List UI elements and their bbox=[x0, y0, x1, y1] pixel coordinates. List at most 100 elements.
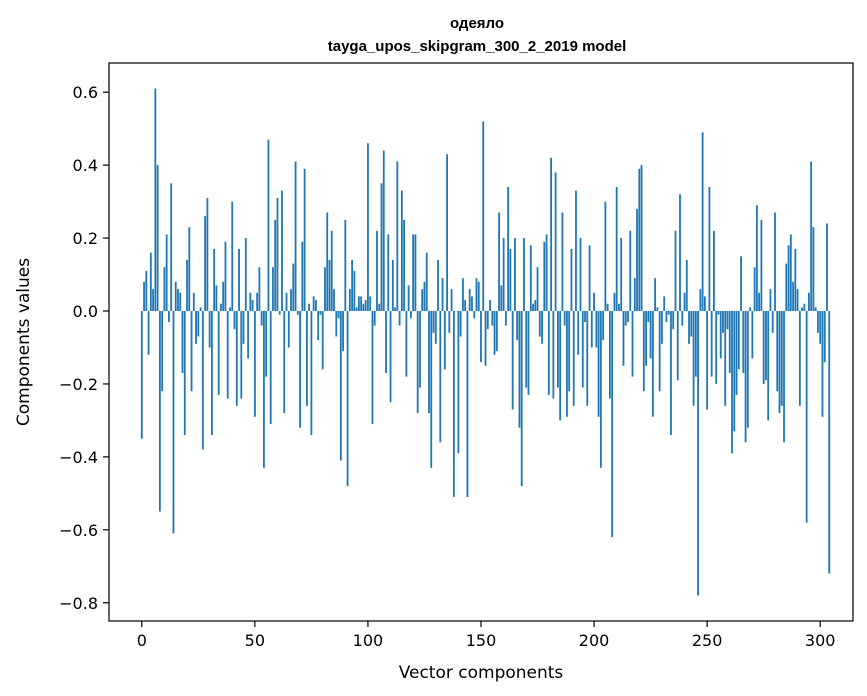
bar bbox=[272, 267, 274, 311]
bar bbox=[706, 311, 709, 410]
bar bbox=[627, 311, 629, 322]
bar bbox=[371, 311, 374, 425]
bar bbox=[588, 245, 591, 311]
bar bbox=[665, 311, 668, 322]
y-tick-label: 0.6 bbox=[73, 83, 98, 102]
bar bbox=[633, 278, 636, 311]
bar bbox=[342, 311, 344, 352]
bar bbox=[674, 230, 677, 311]
bar bbox=[400, 190, 403, 311]
bar bbox=[260, 311, 263, 326]
bar bbox=[394, 307, 396, 311]
bar bbox=[276, 197, 279, 311]
bar bbox=[667, 311, 670, 315]
bar bbox=[719, 311, 722, 359]
bar bbox=[188, 227, 191, 311]
bar bbox=[651, 311, 654, 417]
bar bbox=[502, 238, 505, 311]
bar bbox=[274, 219, 277, 311]
chart-subtitle: tayga_upos_skipgram_300_2_2019 model bbox=[328, 38, 627, 55]
bar bbox=[581, 311, 584, 388]
bar bbox=[242, 311, 245, 344]
bar bbox=[792, 281, 794, 311]
bar bbox=[210, 311, 213, 435]
bar bbox=[197, 311, 200, 337]
bar bbox=[425, 252, 428, 311]
bar bbox=[516, 311, 519, 341]
bar bbox=[165, 234, 168, 311]
bar bbox=[326, 212, 329, 311]
bar bbox=[385, 311, 387, 373]
bar bbox=[538, 311, 541, 337]
bar bbox=[649, 311, 652, 359]
bar bbox=[819, 311, 822, 344]
bar bbox=[471, 296, 473, 311]
bar bbox=[556, 311, 559, 388]
bar bbox=[396, 161, 399, 311]
bar bbox=[486, 311, 489, 330]
bar bbox=[563, 311, 566, 326]
bar bbox=[640, 165, 643, 311]
bar bbox=[147, 311, 150, 355]
bar bbox=[235, 311, 238, 406]
bar bbox=[265, 311, 268, 377]
bar bbox=[672, 311, 675, 330]
bar bbox=[240, 311, 243, 399]
bar bbox=[568, 311, 571, 392]
bar bbox=[452, 311, 455, 497]
bar bbox=[495, 311, 498, 352]
bar bbox=[584, 311, 586, 322]
bar bbox=[258, 267, 261, 311]
bar bbox=[794, 249, 797, 311]
bar bbox=[828, 311, 831, 574]
bar bbox=[177, 289, 179, 311]
bar bbox=[803, 303, 806, 311]
bar bbox=[353, 270, 356, 311]
x-tick-label: 0 bbox=[137, 631, 147, 650]
bar bbox=[407, 285, 410, 311]
bar bbox=[287, 311, 290, 348]
bar bbox=[459, 311, 462, 337]
bar bbox=[154, 88, 157, 311]
bar bbox=[771, 311, 774, 333]
bar bbox=[624, 311, 627, 326]
bar bbox=[755, 205, 758, 311]
y-axis-label: Components values bbox=[14, 258, 34, 426]
bar bbox=[676, 311, 679, 381]
bar bbox=[523, 238, 525, 311]
bar bbox=[360, 296, 363, 311]
bar bbox=[398, 311, 401, 326]
bar bbox=[498, 212, 500, 311]
bar bbox=[437, 259, 439, 311]
bar bbox=[602, 311, 605, 341]
bar bbox=[620, 238, 623, 311]
bar bbox=[480, 311, 482, 363]
bar bbox=[339, 311, 342, 461]
bar bbox=[206, 197, 209, 311]
bar bbox=[172, 311, 175, 534]
bar bbox=[317, 311, 320, 341]
bar bbox=[464, 300, 467, 311]
bar bbox=[208, 311, 211, 348]
bar bbox=[263, 311, 265, 468]
bar bbox=[475, 278, 478, 311]
bar bbox=[699, 289, 702, 311]
x-tick-label: 250 bbox=[692, 631, 723, 650]
bar bbox=[785, 263, 788, 311]
x-tick-label: 300 bbox=[805, 631, 836, 650]
bar bbox=[382, 150, 385, 311]
bar bbox=[391, 259, 394, 311]
bar bbox=[746, 311, 749, 428]
bar bbox=[441, 278, 444, 311]
bar bbox=[547, 311, 550, 395]
bar bbox=[421, 289, 424, 311]
bar bbox=[661, 311, 663, 344]
bar bbox=[504, 311, 507, 326]
bar bbox=[758, 292, 761, 311]
bar bbox=[484, 311, 487, 366]
bar bbox=[511, 311, 514, 410]
x-tick-label: 150 bbox=[466, 631, 497, 650]
bar bbox=[192, 292, 195, 311]
bar bbox=[769, 289, 772, 311]
